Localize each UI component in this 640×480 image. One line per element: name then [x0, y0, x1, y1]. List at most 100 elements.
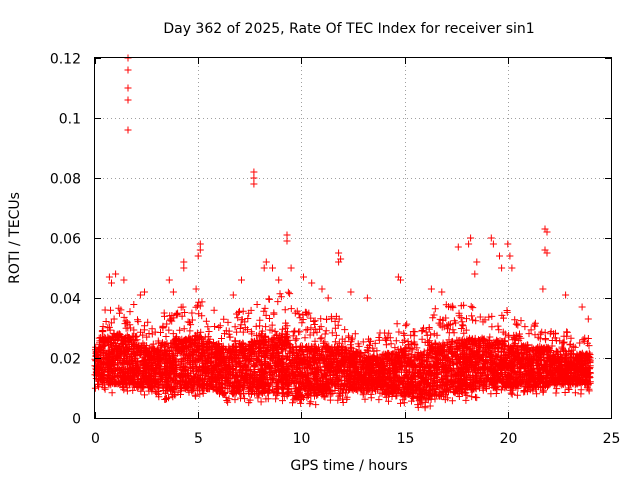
data-point [124, 373, 132, 381]
data-point [410, 332, 418, 340]
data-point [284, 288, 292, 296]
data-point [322, 327, 330, 335]
data-point [123, 332, 131, 340]
data-point [166, 316, 174, 324]
data-point [120, 369, 128, 377]
data-point [144, 318, 152, 326]
data-point [426, 402, 434, 410]
data-point [149, 376, 157, 384]
data-points [91, 54, 594, 412]
data-point [127, 350, 135, 358]
data-point [167, 315, 175, 323]
data-point [253, 301, 261, 308]
data-point [164, 377, 171, 385]
data-point [244, 315, 252, 322]
data-point [385, 329, 393, 337]
data-point [161, 352, 169, 359]
data-point [445, 329, 453, 337]
data-point [160, 309, 168, 317]
data-point [102, 334, 110, 342]
data-point [341, 326, 349, 334]
data-point [274, 298, 282, 306]
data-point [110, 315, 118, 323]
data-point [148, 375, 156, 382]
data-point [215, 324, 223, 331]
data-point [158, 374, 166, 382]
data-point [126, 353, 134, 361]
data-point [210, 306, 218, 314]
data-point [130, 301, 138, 308]
data-point [469, 304, 477, 312]
data-point [149, 347, 157, 355]
data-point [123, 384, 131, 392]
data-point [279, 397, 286, 405]
data-point [205, 328, 213, 335]
data-point [135, 368, 143, 376]
data-point [147, 384, 155, 392]
data-point [177, 364, 185, 372]
data-point [138, 381, 146, 389]
data-point [181, 384, 189, 392]
data-point [188, 316, 196, 324]
data-point [159, 371, 167, 379]
data-point [154, 380, 162, 388]
data-point [118, 364, 126, 372]
data-point [102, 318, 110, 325]
data-point [108, 356, 116, 364]
data-point [469, 316, 477, 324]
data-point [159, 322, 167, 330]
data-point [167, 344, 175, 351]
data-point [151, 328, 159, 336]
data-point [174, 309, 182, 317]
data-point [178, 358, 186, 366]
data-point [137, 328, 144, 336]
data-point [402, 322, 410, 330]
data-point [161, 371, 169, 379]
data-point [112, 379, 120, 387]
data-point [153, 389, 161, 397]
data-point [133, 352, 141, 360]
data-point [114, 354, 122, 362]
data-point [326, 396, 334, 404]
data-point [116, 309, 123, 317]
data-point [163, 339, 171, 347]
data-point [216, 322, 224, 330]
data-point [141, 357, 149, 364]
data-point [123, 318, 131, 326]
data-point [159, 339, 166, 347]
data-point [468, 393, 476, 401]
data-point [120, 356, 128, 364]
data-point [161, 395, 169, 403]
data-point [176, 336, 184, 344]
data-point [126, 308, 134, 316]
data-point [291, 327, 299, 335]
data-point [100, 376, 108, 384]
data-point [167, 386, 174, 394]
data-point [431, 305, 439, 313]
data-point [178, 370, 185, 378]
data-point [122, 324, 130, 332]
data-point [101, 385, 109, 393]
data-point [162, 381, 170, 389]
data-point [141, 322, 148, 330]
data-point [150, 379, 158, 387]
chart-title: Day 362 of 2025, Rate Of TEC Index for r… [163, 21, 534, 37]
data-point [391, 344, 399, 352]
data-point [96, 339, 103, 347]
data-point [400, 399, 408, 407]
data-point [220, 315, 228, 323]
data-point [121, 379, 129, 387]
data-point [133, 332, 141, 340]
data-point [108, 389, 116, 397]
data-point [120, 360, 128, 367]
data-point [99, 349, 107, 357]
data-point [119, 339, 127, 347]
data-point [129, 379, 137, 387]
data-point [361, 395, 369, 403]
data-point [141, 391, 148, 399]
data-point [395, 328, 403, 336]
data-point [149, 340, 157, 348]
data-point [108, 345, 116, 353]
data-point [310, 318, 318, 325]
data-point [473, 394, 481, 402]
